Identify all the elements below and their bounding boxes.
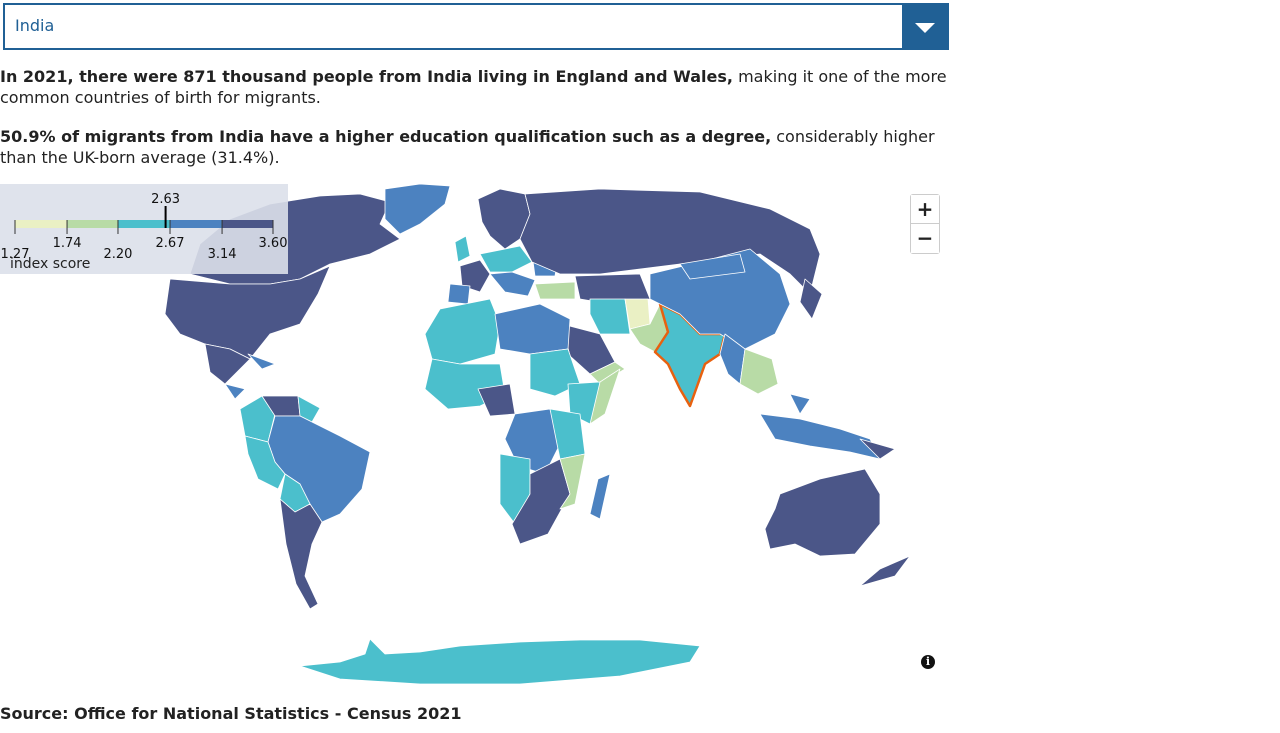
country-antarctica <box>299 638 701 685</box>
legend-swatch <box>15 220 68 228</box>
country-philippines <box>789 393 811 415</box>
country-new-zealand <box>859 555 911 587</box>
country-japan <box>799 278 823 320</box>
country-mongolia <box>679 253 746 280</box>
country-sudan <box>529 348 581 397</box>
summary-2-bold: 50.9% of migrants from India have a high… <box>0 127 772 146</box>
country-iran <box>589 298 631 335</box>
legend-tick-label: 2.67 <box>156 236 185 251</box>
legend-tick-label: 2.20 <box>104 247 133 262</box>
country-se-asia <box>739 348 779 395</box>
country-france <box>459 259 491 293</box>
country-australia <box>764 468 881 557</box>
country-indonesia <box>759 413 881 460</box>
country-central-america <box>224 383 246 400</box>
country-myanmar <box>719 333 746 385</box>
country-uk <box>454 235 471 263</box>
country-madagascar <box>589 473 611 520</box>
legend-tick-label: 1.74 <box>53 236 82 251</box>
legend-title: index score <box>10 256 91 272</box>
legend-tick-label: 3.14 <box>208 247 237 262</box>
country-germany-poland <box>479 245 533 273</box>
legend-scale: 1.27 1.74 2.20 2.67 3.14 3.60 2.63 <box>1 192 288 262</box>
legend: 1.27 1.74 2.20 2.67 3.14 3.60 2.63 index score <box>0 184 288 274</box>
country-usa <box>164 265 331 360</box>
country-chile-argentina <box>279 498 323 610</box>
country-greenland <box>384 184 451 235</box>
country-select-value: India <box>15 16 55 35</box>
legend-swatch <box>222 220 273 228</box>
country-select[interactable]: India <box>3 3 949 50</box>
legend-tick-label: 1.27 <box>1 247 30 262</box>
country-peru <box>244 435 286 490</box>
country-spain <box>447 283 471 305</box>
country-somalia <box>589 368 621 425</box>
chevron-down-icon[interactable] <box>902 5 947 48</box>
country-nigeria <box>477 383 516 417</box>
legend-swatch <box>67 220 118 228</box>
summary-paragraph-1: In 2021, there were 871 thousand people … <box>0 66 950 108</box>
legend-tick-label: 3.60 <box>259 236 288 251</box>
zoom-out-button[interactable]: − <box>911 224 939 253</box>
zoom-in-button[interactable]: + <box>911 195 939 224</box>
country-turkey <box>534 281 576 300</box>
country-png <box>859 438 896 460</box>
country-caribbean <box>247 353 276 370</box>
legend-marker-label: 2.63 <box>151 192 180 207</box>
summary-1-rest: making it one of the more common countri… <box>0 67 947 107</box>
world-map[interactable] <box>0 184 950 689</box>
legend-swatch <box>170 220 223 228</box>
country-mozambique <box>559 453 586 510</box>
source-note: Source: Office for National Statistics -… <box>0 704 462 723</box>
country-yemen-oman <box>589 361 626 385</box>
summary-1-bold: In 2021, there were 871 thousand people … <box>0 67 733 86</box>
summary-2-rest: considerably higher than the UK-born ave… <box>0 127 935 167</box>
country-mexico <box>204 343 251 385</box>
country-libya-egypt <box>494 303 571 355</box>
legend-swatch <box>117 220 171 228</box>
country-north-africa-west <box>424 298 501 365</box>
map-svg[interactable] <box>0 184 950 689</box>
info-icon[interactable]: i <box>921 655 935 669</box>
zoom-controls: + − <box>910 194 940 254</box>
summary-paragraph-2: 50.9% of migrants from India have a high… <box>0 126 950 168</box>
country-italy-balkans <box>489 271 536 297</box>
